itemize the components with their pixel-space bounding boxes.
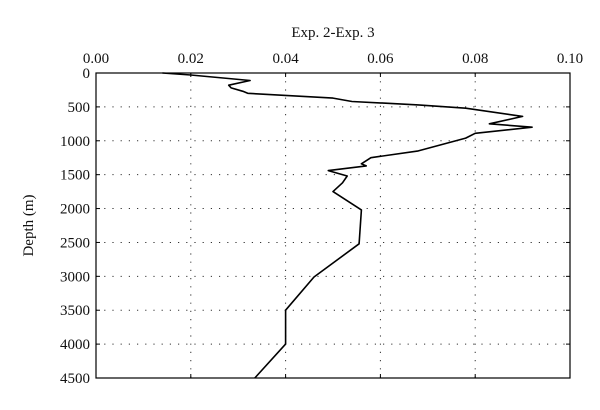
y-axis-ticks: 0 500 1000 1500 2000 2500 3000 3500 4000 4500	[60, 66, 570, 387]
y-tick-label: 4000	[60, 337, 90, 353]
chart-title: Exp. 2-Exp. 3	[291, 25, 374, 41]
x-tick-label: 0.04	[272, 51, 299, 67]
y-tick-label: 1000	[60, 134, 90, 150]
y-tick-label: 500	[68, 100, 91, 116]
x-tick-label: 0.08	[462, 51, 488, 67]
x-tick-label: 0.06	[367, 51, 394, 67]
x-tick-label: 0.00	[83, 51, 109, 67]
y-tick-label: 3500	[60, 303, 90, 319]
series-line	[162, 72, 533, 379]
y-tick-label: 1500	[60, 168, 90, 184]
y-tick-label: 0	[83, 66, 91, 82]
x-axis-ticks: 0.00 0.02 0.04 0.06 0.08 0.10	[83, 51, 583, 378]
plot-frame	[95, 72, 571, 379]
y-tick-label: 2500	[60, 235, 90, 251]
y-tick-label: 4500	[60, 371, 90, 387]
y-tick-label: 2000	[60, 202, 90, 218]
y-axis-label: Depth (m)	[21, 194, 37, 256]
x-tick-label: 0.10	[557, 51, 583, 67]
series-layer	[162, 72, 533, 379]
y-tick-label: 3000	[60, 269, 90, 285]
x-tick-label: 0.02	[178, 51, 204, 67]
grid	[96, 73, 570, 378]
